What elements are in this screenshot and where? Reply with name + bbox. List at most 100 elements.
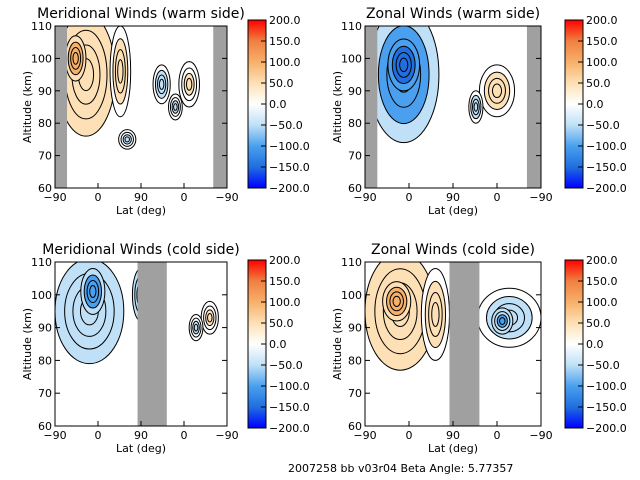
colorbar-tick-label: 150.0: [269, 35, 301, 48]
contour-region: [118, 129, 137, 150]
x-tick-label: 0: [181, 429, 188, 442]
contour-level: [89, 285, 97, 298]
panel-title: Meridional Winds (warm side): [37, 6, 245, 22]
panel-title: Meridional Winds (cold side): [42, 242, 240, 258]
y-tick-label: 100: [31, 52, 52, 65]
y-tick-label: 80: [38, 354, 52, 367]
contour-level: [491, 83, 503, 99]
colorbar: 200.0 150.0 100.0 50.0 0.0 −50.0 −100.0 −150.0 −…: [564, 254, 627, 435]
colorbar: 200.0 150.0 100.0 50.0 0.0 −50.0 −100.0 −150.0 −…: [564, 14, 627, 195]
panel-title: Zonal Winds (warm side): [366, 6, 540, 22]
contour-level: [473, 102, 479, 112]
colorbar-tick-label: −100.0: [269, 380, 310, 393]
y-tick-label: 80: [348, 117, 362, 130]
y-tick-label: 110: [341, 256, 362, 269]
contour-level: [185, 77, 193, 91]
panel-2: Zonal Winds (warm side) 60 70 80 90 100 110 −90…: [331, 6, 627, 217]
contour-level: [173, 103, 178, 111]
colorbar-tick-label: 50.0: [586, 77, 611, 90]
y-tick-label: 100: [341, 289, 362, 302]
colorbar-tick-label: 0.0: [586, 98, 604, 111]
colorbar-tick-label: −150.0: [269, 161, 310, 174]
colorbar-tick-label: 0.0: [586, 338, 604, 351]
contour-region: [387, 38, 421, 92]
x-tick-label: −90: [529, 191, 552, 204]
y-tick-label: 80: [348, 354, 362, 367]
y-axis-label: Altitude (km): [331, 71, 344, 143]
no-data-band: [526, 26, 541, 188]
contour-region: [478, 64, 516, 118]
x-axis-label: Lat (deg): [428, 204, 478, 217]
x-tick-label: 0: [95, 191, 102, 204]
y-tick-label: 70: [38, 387, 52, 400]
y-tick-label: 60: [348, 182, 362, 195]
y-tick-label: 110: [31, 20, 52, 33]
contour-region: [178, 61, 200, 108]
panel-title: Zonal Winds (cold side): [371, 242, 535, 258]
contour-region: [109, 26, 132, 118]
colorbar: 200.0 150.0 100.0 50.0 0.0 −50.0 −100.0 −150.0 −…: [247, 254, 310, 435]
x-tick-label: −90: [43, 429, 66, 442]
colorbar-tick-label: 150.0: [586, 35, 618, 48]
x-tick-label: −90: [353, 429, 376, 442]
colorbar-tick-label: 0.0: [269, 338, 287, 351]
no-data-band: [55, 26, 68, 188]
colorbar-tick-label: 100.0: [586, 56, 618, 69]
colorbar-tick-label: 200.0: [269, 14, 301, 27]
panel-3: Meridional Winds (cold side) 60 70 80 90 100 1…: [21, 242, 310, 455]
y-tick-label: 70: [348, 150, 362, 163]
x-axis-label: Lat (deg): [428, 442, 478, 455]
colorbar-tick-label: −50.0: [586, 119, 620, 132]
colorbar-tick-label: −50.0: [269, 119, 303, 132]
contour-region: [152, 64, 171, 105]
contour-region: [468, 90, 484, 124]
colorbar-tick-label: 150.0: [586, 275, 618, 288]
colorbar-tick-label: −50.0: [269, 359, 303, 372]
contour-region: [200, 300, 219, 335]
colorbar-tick-label: 50.0: [586, 317, 611, 330]
y-tick-label: 90: [38, 85, 52, 98]
x-tick-label: −90: [43, 191, 66, 204]
contour-level: [499, 317, 506, 325]
contour-region: [382, 281, 412, 322]
x-tick-label: 0: [406, 429, 413, 442]
y-tick-label: 70: [38, 150, 52, 163]
y-tick-label: 100: [341, 52, 362, 65]
no-data-band: [213, 26, 227, 188]
colorbar-tick-label: −150.0: [269, 401, 310, 414]
no-data-band: [137, 262, 167, 426]
contour-region: [64, 35, 87, 82]
contour-level: [72, 52, 79, 65]
colorbar-tick-label: −200.0: [586, 182, 627, 195]
colorbar-tick-label: −150.0: [586, 401, 627, 414]
contour-level: [392, 295, 401, 307]
contour-region: [188, 313, 204, 342]
contour-region: [491, 307, 514, 335]
colorbar-tick-label: 50.0: [269, 77, 294, 90]
contour-level: [158, 78, 165, 90]
y-axis-label: Altitude (km): [21, 308, 34, 380]
no-data-band: [365, 26, 378, 188]
panel-4: Zonal Winds (cold side) 60 70 80 90 100 110 −90…: [331, 242, 627, 455]
colorbar-tick-label: −100.0: [586, 380, 627, 393]
x-axis-label: Lat (deg): [116, 442, 166, 455]
y-axis-label: Altitude (km): [331, 308, 344, 380]
colorbar-tick-label: 100.0: [269, 56, 301, 69]
contour-region: [420, 268, 450, 361]
contour-level: [124, 136, 130, 143]
colorbar-tick-label: 150.0: [269, 275, 301, 288]
contour-level: [193, 323, 199, 332]
y-tick-label: 60: [38, 182, 52, 195]
colorbar-tick-label: 0.0: [269, 98, 287, 111]
y-tick-label: 90: [348, 85, 362, 98]
x-tick-label: 90: [446, 191, 460, 204]
colorbar-tick-label: 100.0: [269, 296, 301, 309]
y-axis-label: Altitude (km): [21, 71, 34, 143]
x-tick-label: −90: [215, 429, 238, 442]
x-tick-label: −90: [529, 429, 552, 442]
colorbar-tick-label: 200.0: [269, 254, 301, 267]
contour-region: [80, 268, 106, 315]
x-tick-label: 0: [494, 191, 501, 204]
colorbar-tick-label: −200.0: [586, 422, 627, 435]
